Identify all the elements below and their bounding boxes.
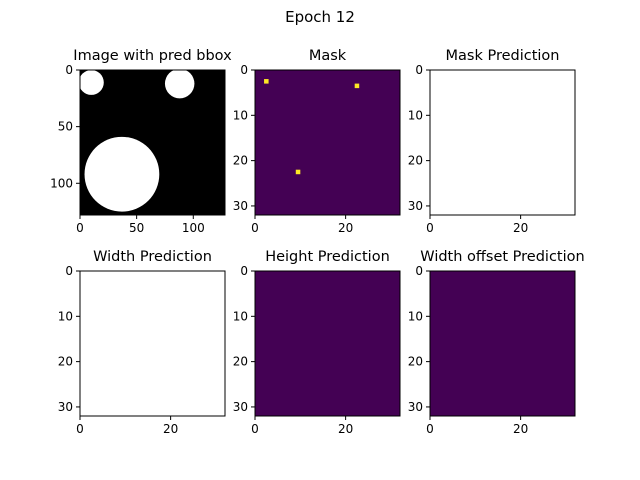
y-tick-label: 10 xyxy=(408,108,423,122)
y-tick-label: 10 xyxy=(58,309,73,323)
subplot-2: Mask 0 20 0 10 20 30 xyxy=(233,48,401,235)
y-tick-label: 30 xyxy=(58,400,73,414)
y-tick-label: 50 xyxy=(58,120,73,134)
y-tick-label: 20 xyxy=(233,355,248,369)
x-tick-label: 20 xyxy=(513,422,528,436)
subplot-3: Mask Prediction 0 20 0 10 20 30 xyxy=(408,48,576,235)
x-tick-label: 0 xyxy=(426,221,434,235)
x-tick-label: 20 xyxy=(513,221,528,235)
x-tick-label: 0 xyxy=(251,221,259,235)
heatmap-background xyxy=(255,271,400,416)
y-tick-label: 20 xyxy=(408,355,423,369)
x-tick-label: 0 xyxy=(251,422,259,436)
mask-cell-high xyxy=(264,79,269,84)
heatmap-background xyxy=(430,271,575,416)
subplot-title: Width Prediction xyxy=(93,249,212,265)
x-tick-label: 0 xyxy=(426,422,434,436)
axes-frame xyxy=(429,270,576,417)
y-tick-label: 20 xyxy=(233,154,248,168)
y-tick-label: 30 xyxy=(408,400,423,414)
subplot-title: Width offset Prediction xyxy=(420,249,584,265)
figure-suptitle: Epoch 12 xyxy=(285,8,355,26)
white-blob xyxy=(84,136,160,212)
subplot-title: Mask Prediction xyxy=(446,48,560,64)
x-tick-label: 100 xyxy=(182,221,205,235)
y-tick-label: 100 xyxy=(50,176,73,190)
subplot-5: Height Prediction 0 20 0 10 20 30 xyxy=(233,249,401,436)
subplot-title: Height Prediction xyxy=(265,249,390,265)
y-tick-label: 30 xyxy=(233,400,248,414)
axes-frame xyxy=(254,69,401,216)
y-tick-label: 0 xyxy=(65,264,73,278)
y-tick-label: 10 xyxy=(233,108,248,122)
y-tick-label: 30 xyxy=(408,199,423,213)
white-blob xyxy=(78,70,104,95)
y-tick-label: 0 xyxy=(240,63,248,77)
mask-cell-high xyxy=(354,83,360,89)
axes-frame xyxy=(79,270,226,417)
x-tick-label: 0 xyxy=(76,422,84,436)
heatmap-background xyxy=(255,70,400,215)
y-tick-label: 20 xyxy=(408,154,423,168)
axes-frame xyxy=(254,270,401,417)
heatmap-background xyxy=(80,271,225,416)
subplot-4: Width Prediction 0 20 0 10 20 30 xyxy=(58,249,226,436)
heatmap-background xyxy=(430,70,575,215)
x-tick-label: 20 xyxy=(338,422,353,436)
y-tick-label: 30 xyxy=(233,199,248,213)
y-tick-label: 0 xyxy=(65,63,73,77)
y-tick-label: 20 xyxy=(58,355,73,369)
axes-frame xyxy=(429,69,576,216)
y-tick-label: 10 xyxy=(233,309,248,323)
y-tick-label: 0 xyxy=(415,63,423,77)
y-tick-label: 0 xyxy=(240,264,248,278)
subplot-title: Mask xyxy=(309,48,347,64)
x-tick-label: 20 xyxy=(338,221,353,235)
x-tick-label: 0 xyxy=(76,221,84,235)
x-tick-label: 20 xyxy=(163,422,178,436)
mask-cell-high xyxy=(295,169,301,175)
x-tick-label: 50 xyxy=(129,221,144,235)
white-blob xyxy=(164,68,195,99)
y-tick-label: 0 xyxy=(415,264,423,278)
y-tick-label: 10 xyxy=(408,309,423,323)
subplot-title: Image with pred bbox xyxy=(73,48,232,64)
axes-frame xyxy=(79,69,226,216)
